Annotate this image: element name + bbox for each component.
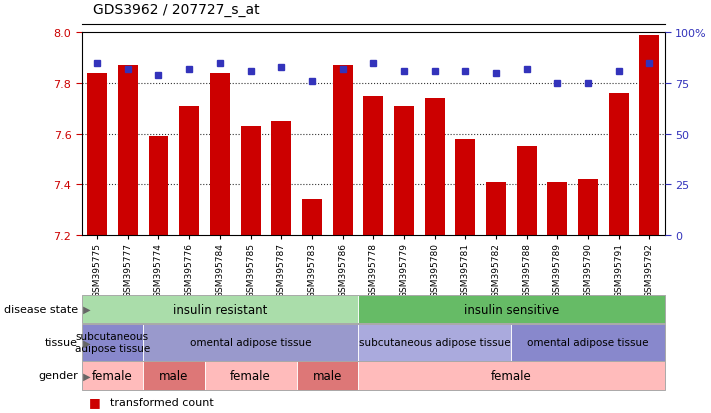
Bar xyxy=(517,147,537,235)
Bar xyxy=(118,66,138,235)
Text: female: female xyxy=(230,369,271,382)
Bar xyxy=(609,94,629,235)
Text: gender: gender xyxy=(38,370,78,380)
Bar xyxy=(179,107,199,235)
Text: tissue: tissue xyxy=(46,337,78,347)
Bar xyxy=(486,182,506,235)
Text: transformed count: transformed count xyxy=(110,397,214,407)
Text: female: female xyxy=(92,369,133,382)
Bar xyxy=(424,99,444,235)
Bar xyxy=(149,137,169,235)
Text: insulin sensitive: insulin sensitive xyxy=(464,303,559,316)
Bar xyxy=(210,74,230,235)
Bar xyxy=(87,74,107,235)
Text: omental adipose tissue: omental adipose tissue xyxy=(190,337,311,347)
Bar xyxy=(639,36,659,235)
Bar xyxy=(455,139,476,235)
Bar xyxy=(394,107,414,235)
Bar xyxy=(333,66,353,235)
Text: GDS3962 / 207727_s_at: GDS3962 / 207727_s_at xyxy=(93,2,260,17)
Bar xyxy=(363,96,383,235)
Text: male: male xyxy=(159,369,188,382)
Text: ■: ■ xyxy=(89,411,101,413)
Text: subcutaneous
adipose tissue: subcutaneous adipose tissue xyxy=(75,332,150,353)
Text: insulin resistant: insulin resistant xyxy=(173,303,267,316)
Text: ▶: ▶ xyxy=(80,304,90,314)
Text: male: male xyxy=(313,369,342,382)
Text: ■: ■ xyxy=(89,396,101,408)
Bar xyxy=(240,127,260,235)
Text: subcutaneous adipose tissue: subcutaneous adipose tissue xyxy=(359,337,510,347)
Text: disease state: disease state xyxy=(4,304,78,314)
Text: ▶: ▶ xyxy=(80,370,90,380)
Bar xyxy=(302,200,322,235)
Text: omental adipose tissue: omental adipose tissue xyxy=(528,337,649,347)
Bar xyxy=(547,182,567,235)
Bar xyxy=(272,121,292,235)
Text: female: female xyxy=(491,369,532,382)
Bar xyxy=(578,180,598,235)
Text: ▶: ▶ xyxy=(80,337,90,347)
